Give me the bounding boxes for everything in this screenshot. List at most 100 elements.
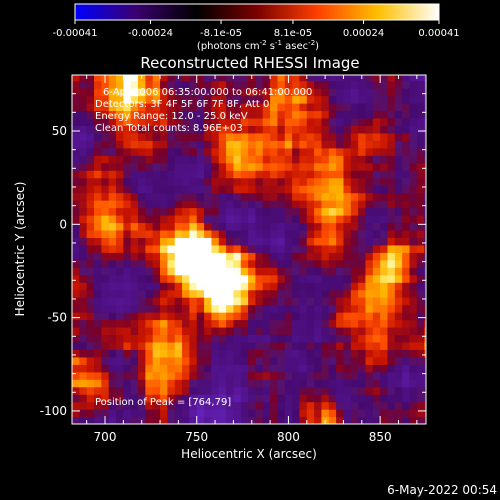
heatmap-cell bbox=[299, 147, 308, 156]
heatmap-cell bbox=[372, 162, 381, 171]
heatmap-cell bbox=[160, 341, 168, 350]
heatmap-cell bbox=[152, 319, 161, 328]
heatmap-cell bbox=[152, 409, 161, 418]
heatmap-cell bbox=[101, 102, 110, 112]
heatmap-cell bbox=[160, 364, 168, 373]
heatmap-cell bbox=[292, 401, 301, 410]
heatmap-cell bbox=[167, 312, 176, 321]
heatmap-cell bbox=[314, 304, 323, 313]
heatmap-cell bbox=[336, 75, 345, 82]
heatmap-cell bbox=[343, 319, 352, 328]
heatmap-cell bbox=[204, 170, 212, 179]
heatmap-cell bbox=[189, 289, 198, 298]
heatmap-cell bbox=[314, 88, 323, 97]
heatmap-cell bbox=[365, 88, 374, 97]
heatmap-cell bbox=[86, 132, 95, 141]
heatmap-cell bbox=[277, 244, 286, 253]
heatmap-cell bbox=[424, 349, 426, 358]
heatmap-cell bbox=[167, 364, 176, 373]
heatmap-cell bbox=[299, 237, 308, 246]
heatmap-cell bbox=[248, 356, 257, 365]
heatmap-cell bbox=[72, 289, 80, 298]
heatmap-cell bbox=[292, 364, 301, 373]
heatmap-cell bbox=[277, 170, 286, 179]
heatmap-cell bbox=[402, 386, 411, 395]
heatmap-cell bbox=[218, 334, 227, 343]
heatmap-cell bbox=[145, 155, 154, 164]
heatmap-cell bbox=[416, 289, 425, 298]
heatmap-cell bbox=[167, 75, 176, 82]
heatmap-cell bbox=[292, 319, 301, 328]
heatmap-cell bbox=[424, 312, 426, 321]
heatmap-cell bbox=[86, 102, 95, 112]
heatmap-cell bbox=[270, 185, 279, 194]
heatmap-cell bbox=[402, 267, 411, 276]
heatmap-cell bbox=[387, 371, 396, 380]
heatmap-cell bbox=[321, 162, 330, 171]
heatmap-cell bbox=[130, 95, 139, 104]
heatmap-cell bbox=[226, 379, 235, 388]
heatmap-cell bbox=[116, 200, 124, 209]
heatmap-cell bbox=[372, 88, 381, 97]
heatmap-cell bbox=[299, 289, 308, 298]
heatmap-cell bbox=[314, 312, 323, 321]
heatmap-cell bbox=[372, 244, 381, 253]
heatmap-cell bbox=[402, 214, 411, 224]
heatmap-cell bbox=[72, 75, 80, 82]
heatmap-cell bbox=[262, 214, 271, 224]
heatmap-cell bbox=[152, 147, 161, 156]
heatmap-cell bbox=[130, 229, 139, 238]
heatmap-cell bbox=[284, 341, 293, 350]
heatmap-cell bbox=[138, 409, 146, 418]
heatmap-cell bbox=[196, 110, 205, 119]
heatmap-cell bbox=[94, 207, 102, 216]
heatmap-cell bbox=[380, 326, 389, 336]
heatmap-cell bbox=[394, 140, 403, 149]
heatmap-cell bbox=[306, 401, 315, 410]
heatmap-cell bbox=[394, 289, 403, 298]
heatmap-cell bbox=[226, 170, 235, 179]
heatmap-cell bbox=[387, 244, 396, 253]
heatmap-cell bbox=[204, 319, 212, 328]
heatmap-cell bbox=[314, 364, 323, 373]
heatmap-cell bbox=[189, 110, 198, 119]
heatmap-cell bbox=[167, 326, 176, 336]
heatmap-cell bbox=[196, 394, 205, 403]
heatmap-cell bbox=[402, 297, 411, 306]
heatmap-cell bbox=[299, 259, 308, 268]
heatmap-cell bbox=[292, 80, 301, 89]
heatmap-cell bbox=[130, 267, 139, 276]
heatmap-cell bbox=[321, 379, 330, 388]
heatmap-cell bbox=[123, 371, 132, 380]
heatmap-cell bbox=[299, 192, 308, 201]
heatmap-cell bbox=[138, 214, 146, 224]
heatmap-cell bbox=[174, 125, 183, 134]
heatmap-cell bbox=[306, 80, 315, 89]
heatmap-cell bbox=[292, 207, 301, 216]
heatmap-cell bbox=[79, 132, 88, 141]
heatmap-cell bbox=[86, 356, 95, 365]
heatmap-cell bbox=[86, 88, 95, 97]
heatmap-cell bbox=[343, 95, 352, 104]
heatmap-cell bbox=[130, 282, 139, 291]
heatmap-cell bbox=[240, 117, 249, 126]
heatmap-cell bbox=[328, 170, 337, 179]
heatmap-cell bbox=[152, 237, 161, 246]
heatmap-cell bbox=[174, 170, 183, 179]
heatmap-cell bbox=[277, 229, 286, 238]
plot-frame bbox=[71, 74, 427, 425]
heatmap-cell bbox=[314, 334, 323, 343]
heatmap-cell bbox=[101, 132, 110, 141]
heatmap-cell bbox=[94, 326, 102, 336]
heatmap-cell bbox=[270, 282, 279, 291]
heatmap-cell bbox=[255, 244, 264, 253]
heatmap-cell bbox=[218, 125, 227, 134]
heatmap-cell bbox=[350, 267, 359, 276]
heatmap-cell bbox=[72, 207, 80, 216]
heatmap-cell bbox=[189, 95, 198, 104]
heatmap-cell bbox=[101, 147, 110, 156]
heatmap-cell bbox=[416, 252, 425, 261]
heatmap-cell bbox=[196, 237, 205, 246]
heatmap-cell bbox=[409, 125, 418, 134]
heatmap-cell bbox=[182, 349, 190, 358]
